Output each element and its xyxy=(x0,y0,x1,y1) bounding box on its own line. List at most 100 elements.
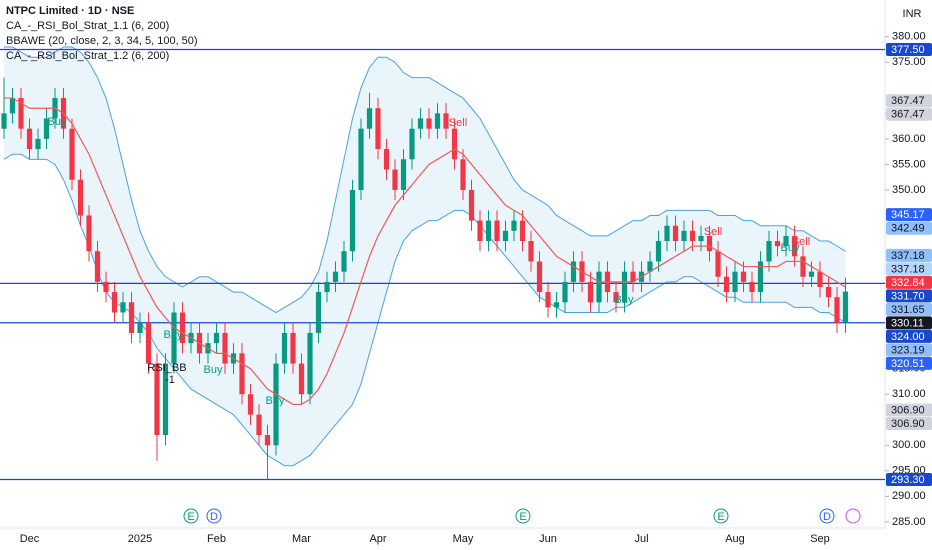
candle-body xyxy=(137,322,143,333)
price-label: 330.11 xyxy=(891,317,924,329)
price-label-bg xyxy=(886,302,932,316)
price-label: 337.18 xyxy=(891,263,925,275)
candle-body xyxy=(570,261,577,282)
moving-average xyxy=(4,97,846,406)
x-tick-label: Dec xyxy=(20,533,40,545)
price-label-bg xyxy=(886,403,932,417)
candle-body xyxy=(341,251,347,272)
candle-body xyxy=(443,113,449,129)
price-label-bg xyxy=(886,472,932,486)
candle-body xyxy=(366,108,373,129)
candle-body xyxy=(307,332,313,395)
candle-body xyxy=(111,292,118,313)
y-tick-label: 310.00 xyxy=(892,388,926,400)
candle-body xyxy=(86,215,92,252)
candle-body xyxy=(103,281,109,293)
candle-body xyxy=(35,138,41,150)
candle-body xyxy=(545,292,551,308)
x-tick-label: 2025 xyxy=(128,533,152,545)
candle-body xyxy=(596,271,602,303)
signal-label: Buy xyxy=(164,329,183,341)
price-label: 377.50 xyxy=(891,44,925,56)
price-label-bg xyxy=(886,248,932,262)
candle-body xyxy=(290,332,296,364)
y-tick-label: 285.00 xyxy=(892,516,926,528)
candle-body xyxy=(222,332,228,364)
candle-body xyxy=(162,363,169,436)
price-label-bg xyxy=(886,208,932,222)
event-marker xyxy=(713,508,729,524)
candle-body xyxy=(485,220,492,242)
event-marker xyxy=(819,508,835,524)
candle-body xyxy=(298,363,305,395)
candle-body xyxy=(213,332,220,344)
x-tick-label: Aug xyxy=(725,533,745,545)
y-tick-label: 360.00 xyxy=(892,133,926,145)
signal-label: Buy xyxy=(204,364,223,376)
price-label: 306.90 xyxy=(891,418,925,430)
y-tick-label: 350.00 xyxy=(892,184,926,196)
candle-body xyxy=(281,332,288,364)
candle-body xyxy=(655,241,662,262)
price-label-bg xyxy=(886,289,932,303)
signal-label: Sell xyxy=(704,226,722,238)
candle-body xyxy=(791,235,798,257)
price-label: 331.65 xyxy=(891,304,925,316)
y-tick-label: 375.00 xyxy=(892,56,926,68)
candle-body xyxy=(392,169,398,190)
price-label: 320.51 xyxy=(891,358,925,370)
candle-body xyxy=(247,394,254,415)
candle-body xyxy=(426,118,432,129)
price-label-bg xyxy=(886,329,932,343)
signal-label: Sell xyxy=(792,236,810,248)
candle-body xyxy=(179,312,186,344)
price-label: 332.84 xyxy=(891,277,925,289)
candle-body xyxy=(706,235,713,252)
price-label-bg xyxy=(886,343,932,357)
candle-body xyxy=(400,159,407,190)
signal-label: -1 xyxy=(165,374,175,386)
candle-body xyxy=(43,118,50,139)
candle-body xyxy=(315,292,322,333)
price-label: 324.00 xyxy=(891,331,925,343)
candle-body xyxy=(494,220,500,242)
candle-body xyxy=(358,128,364,190)
candle-body xyxy=(562,281,568,303)
event-label: D xyxy=(823,511,831,523)
price-label: 323.19 xyxy=(891,344,925,356)
candle-body xyxy=(69,128,75,180)
price-label-bg xyxy=(886,43,932,57)
candle-body xyxy=(460,159,466,190)
candle-body xyxy=(154,363,160,436)
candle-body xyxy=(766,241,772,262)
candle-body xyxy=(621,271,628,303)
candle-body xyxy=(817,271,823,287)
price-label: 331.70 xyxy=(891,290,925,302)
x-tick-label: Apr xyxy=(369,533,386,545)
candle-body xyxy=(273,363,279,446)
price-label-bg xyxy=(886,221,932,235)
signal-label: Sell xyxy=(449,117,467,129)
candle-body xyxy=(409,128,415,160)
candle-body xyxy=(774,241,781,247)
signal-label: Buy xyxy=(781,242,800,254)
candle-body xyxy=(511,220,517,231)
candle-body xyxy=(9,98,16,114)
price-label: 306.90 xyxy=(891,404,925,416)
x-tick-label: Jun xyxy=(539,533,557,545)
indicator-label: CA_-_RSI_Bol_Strat_1.1 (6, 200) xyxy=(6,20,169,32)
candle-body xyxy=(256,414,262,436)
price-label-bg xyxy=(886,275,932,289)
y-tick-label: 380.00 xyxy=(892,31,926,43)
y-tick-label: 300.00 xyxy=(892,439,926,451)
split-marker xyxy=(845,508,861,524)
event-marker xyxy=(206,508,222,524)
signal-label: RSI_BB xyxy=(147,362,186,374)
event-label: D xyxy=(210,511,218,523)
candle-body xyxy=(715,251,721,277)
candle-body xyxy=(468,189,475,221)
candle-body xyxy=(171,312,177,364)
